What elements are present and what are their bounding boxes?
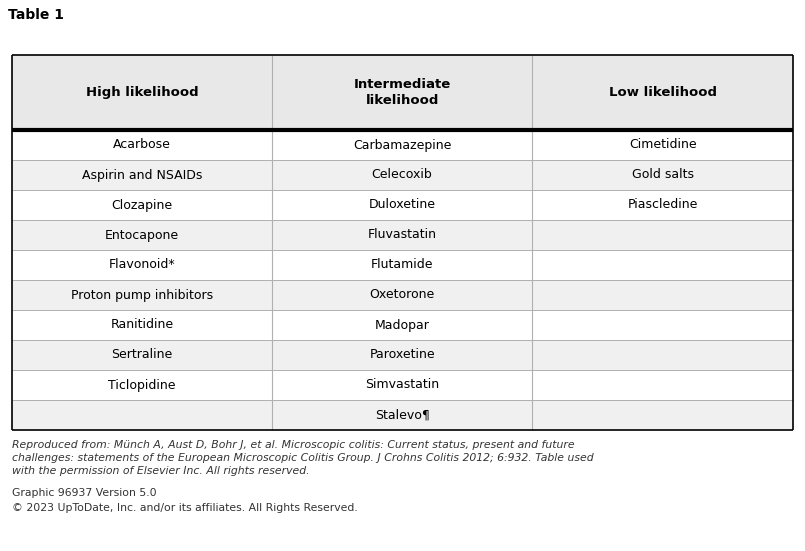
Text: Cimetidine: Cimetidine: [629, 138, 696, 152]
Bar: [12, 130, 793, 160]
Text: Stalevo¶: Stalevo¶: [374, 408, 430, 422]
Text: Ticlopidine: Ticlopidine: [109, 379, 175, 392]
Text: Fluvastatin: Fluvastatin: [368, 229, 436, 241]
Text: Flutamide: Flutamide: [371, 258, 433, 272]
Text: Proton pump inhibitors: Proton pump inhibitors: [71, 289, 213, 301]
Bar: [12, 370, 793, 400]
Text: Aspirin and NSAIDs: Aspirin and NSAIDs: [82, 169, 202, 181]
Bar: [12, 250, 793, 280]
Bar: [12, 55, 793, 130]
Bar: [12, 400, 793, 430]
Bar: [12, 310, 793, 340]
Bar: [12, 160, 793, 190]
Bar: [12, 340, 793, 370]
Text: © 2023 UpToDate, Inc. and/or its affiliates. All Rights Reserved.: © 2023 UpToDate, Inc. and/or its affilia…: [12, 503, 357, 512]
Text: Clozapine: Clozapine: [111, 198, 172, 212]
Text: Piascledine: Piascledine: [627, 198, 698, 212]
Text: Duloxetine: Duloxetine: [369, 198, 436, 212]
Text: Table 1: Table 1: [8, 8, 64, 22]
Text: Paroxetine: Paroxetine: [369, 348, 435, 361]
Text: Low likelihood: Low likelihood: [609, 86, 716, 99]
Text: Flavonoid*: Flavonoid*: [109, 258, 175, 272]
Bar: [12, 280, 793, 310]
Text: Carbamazepine: Carbamazepine: [353, 138, 452, 152]
Text: Madopar: Madopar: [374, 318, 430, 332]
Text: Reproduced from: Münch A, Aust D, Bohr J, et al. Microscopic colitis: Current st: Reproduced from: Münch A, Aust D, Bohr J…: [12, 440, 593, 477]
Text: Intermediate
likelihood: Intermediate likelihood: [353, 78, 451, 106]
Bar: [12, 220, 793, 250]
Text: Sertraline: Sertraline: [111, 348, 172, 361]
Text: Acarbose: Acarbose: [113, 138, 171, 152]
Text: Entocapone: Entocapone: [105, 229, 179, 241]
Text: High likelihood: High likelihood: [85, 86, 198, 99]
Text: Celecoxib: Celecoxib: [372, 169, 432, 181]
Text: Graphic 96937 Version 5.0: Graphic 96937 Version 5.0: [12, 488, 157, 498]
Text: Oxetorone: Oxetorone: [369, 289, 435, 301]
Bar: [12, 190, 793, 220]
Text: Simvastatin: Simvastatin: [365, 379, 440, 392]
Text: Gold salts: Gold salts: [632, 169, 694, 181]
Text: Ranitidine: Ranitidine: [110, 318, 174, 332]
